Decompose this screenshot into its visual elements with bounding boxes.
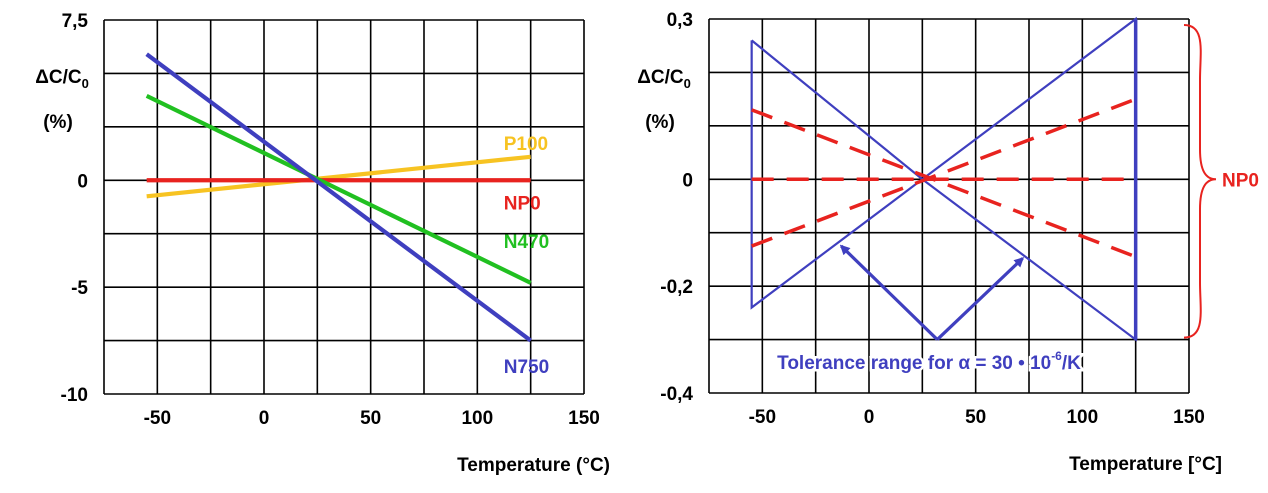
tolerance-arrow xyxy=(936,256,1025,341)
y-axis-label: ΔC/C0 xyxy=(35,67,89,91)
series-label: N470 xyxy=(504,232,549,253)
x-tick-label: 50 xyxy=(360,408,381,429)
tolerance-annotation-superscript: -6 xyxy=(1051,349,1062,363)
series-line-p100 xyxy=(146,154,531,199)
np0-dashed-line xyxy=(751,97,1137,248)
x-axis-label: Temperature [°C] xyxy=(1069,454,1222,475)
np0-brace-label: NP0 xyxy=(1222,170,1259,191)
y-axis-label-subscript: 0 xyxy=(684,76,691,91)
x-tick-label: 150 xyxy=(1173,407,1205,428)
y-tick-label: -0,4 xyxy=(660,384,693,405)
series-label: P100 xyxy=(504,134,548,155)
x-tick-label: 0 xyxy=(259,408,270,429)
x-axis-label: Temperature (°C) xyxy=(457,455,610,476)
y-tick-label: -0,2 xyxy=(660,277,693,298)
tolerance-annotation-suffix: /K xyxy=(1062,353,1081,374)
y-axis-label-main: ΔC/C xyxy=(637,67,684,88)
x-tick-label: 150 xyxy=(568,408,600,429)
chart-left: -50 0 50 100 1507,50-5-10ΔC/C0(%)Temperature… xyxy=(35,11,610,476)
x-tick-label: -50 xyxy=(144,408,171,429)
x-tick-label: -50 xyxy=(749,407,776,428)
np0-brace xyxy=(1183,24,1217,339)
y-axis-label: ΔC/C0 xyxy=(637,67,691,91)
y-tick-label: -10 xyxy=(61,385,88,406)
x-tick-label: 0 xyxy=(864,407,875,428)
tolerance-annotation: Tolerance range for α = 30 • 10-6/K xyxy=(777,349,1081,374)
tolerance-annotation-prefix: Tolerance range for α = 30 • 10 xyxy=(777,353,1051,374)
y-axis-label-subscript: 0 xyxy=(82,76,89,91)
tolerance-arrow xyxy=(839,244,939,341)
series-line-n470 xyxy=(145,93,532,285)
y-axis-label-main: ΔC/C xyxy=(35,67,82,88)
y-axis-unit: (%) xyxy=(645,112,675,133)
series-label: NP0 xyxy=(504,194,541,215)
x-tick-label: 100 xyxy=(1066,407,1098,428)
y-tick-label: 0,3 xyxy=(667,10,693,31)
series-line-n750 xyxy=(145,52,532,343)
y-tick-label: -5 xyxy=(71,278,88,299)
y-axis-unit: (%) xyxy=(43,112,73,133)
x-tick-label: 100 xyxy=(461,408,493,429)
np0-dashed-line xyxy=(751,108,1137,259)
series-label: N750 xyxy=(504,357,549,378)
y-tick-label: 0 xyxy=(682,170,693,191)
chart-right: -50 0 50 100 1500,30-0,2-0,4ΔC/C0(%)Temperat… xyxy=(637,10,1259,475)
y-tick-label: 0 xyxy=(77,171,88,192)
x-tick-label: 50 xyxy=(965,407,986,428)
y-tick-label: 7,5 xyxy=(62,11,89,32)
